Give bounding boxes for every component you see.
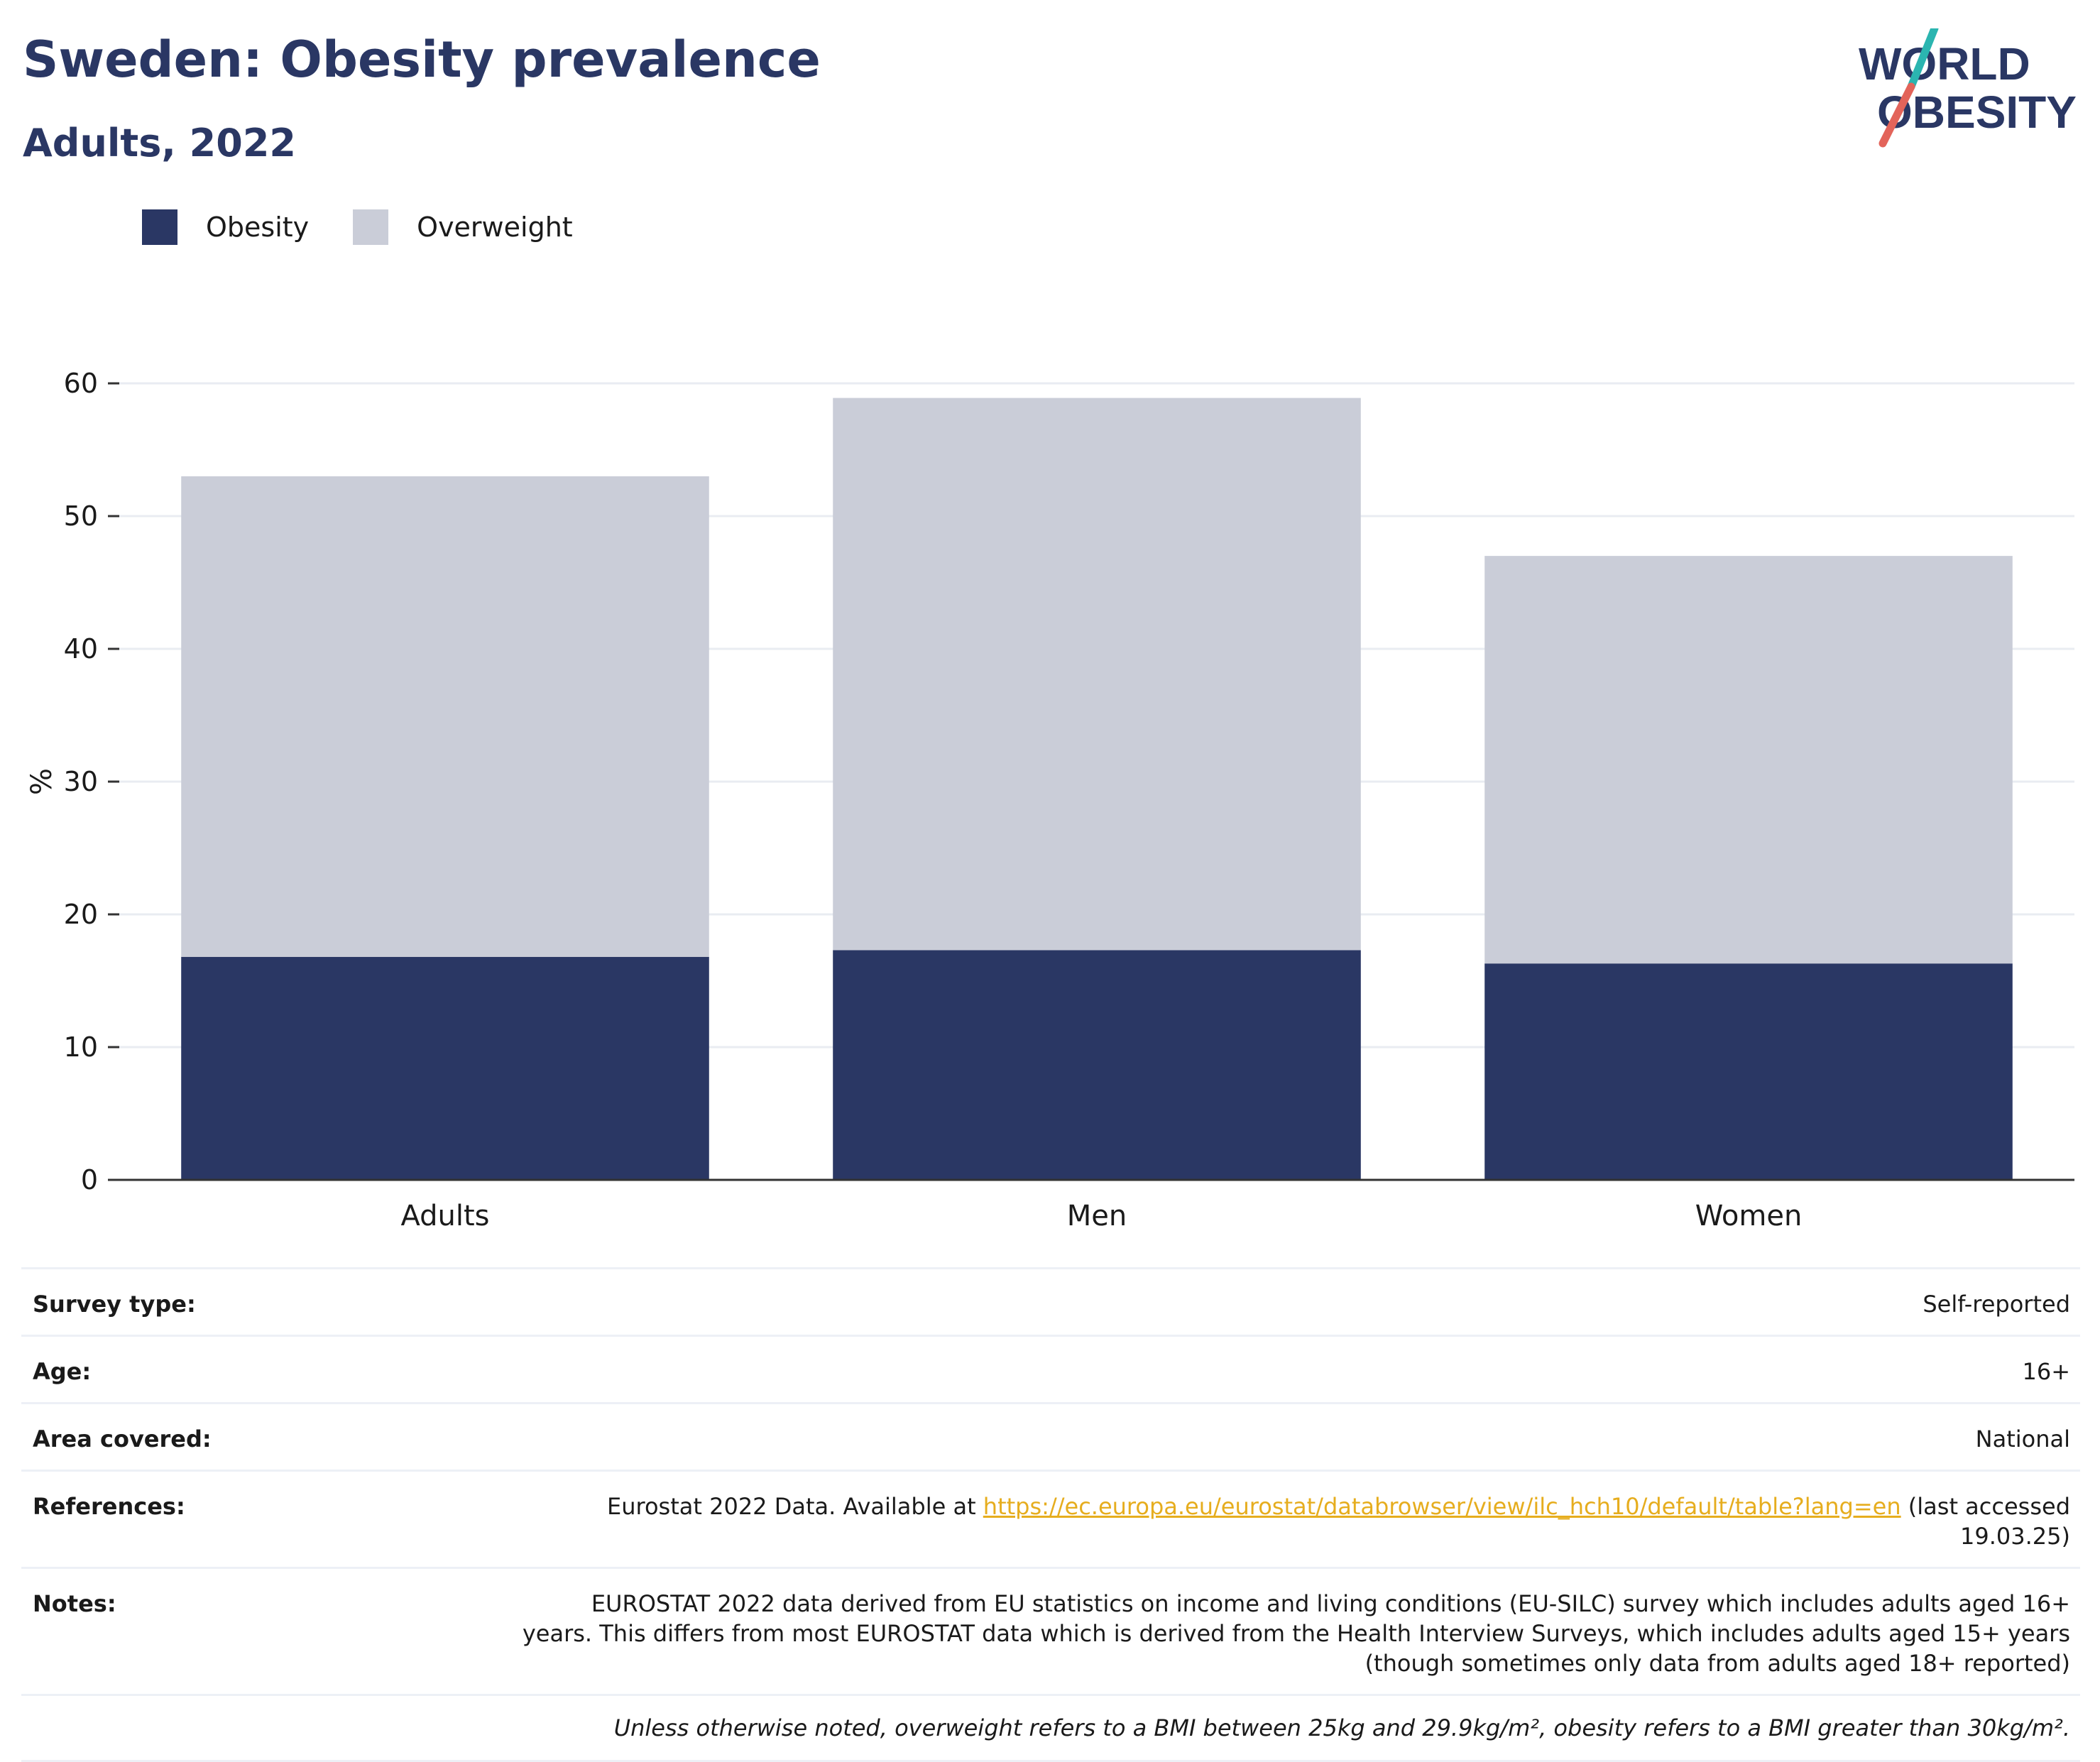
legend-swatch-overweight: [353, 209, 389, 245]
legend-item-overweight: Overweight: [353, 209, 573, 245]
legend-item-obesity: Obesity: [142, 209, 309, 245]
x-tick-label-adults: Adults: [400, 1200, 489, 1232]
y-tick-label-30: 30: [64, 766, 98, 797]
chart-title: Sweden: Obesity prevalence: [23, 31, 821, 89]
y-axis-label: %: [26, 768, 58, 795]
bar-overweight-men[interactable]: [833, 398, 1361, 951]
survey-type-label: Survey type:: [33, 1291, 196, 1318]
notes-value: EUROSTAT 2022 data derived from EU stati…: [523, 1589, 2070, 1678]
references-prefix: Eurostat 2022 Data. Available at: [607, 1493, 983, 1520]
references-label: References:: [33, 1493, 185, 1520]
age-value: 16+: [2022, 1358, 2070, 1385]
y-tick-label-0: 0: [81, 1164, 98, 1195]
references-suffix: (last accessed: [1901, 1493, 2070, 1520]
bmi-footnote: Unless otherwise noted, overweight refer…: [21, 1694, 2080, 1762]
info-table: Survey type: Self-reported Age: 16+ Area…: [21, 1267, 2080, 1762]
legend-label-overweight: Overweight: [417, 212, 573, 243]
references-value: Eurostat 2022 Data. Available at https:/…: [607, 1492, 2070, 1551]
logo-slash-top: [1907, 28, 1939, 91]
info-row-age: Age: 16+: [21, 1335, 2080, 1402]
bars: [181, 398, 2013, 1180]
y-tick-label-50: 50: [64, 500, 98, 532]
area-value: National: [1975, 1426, 2070, 1452]
stacked-bar-chart: 0 10 20 30 40 50 60 Adults Men Women%: [26, 368, 2074, 1232]
x-tick-label-men: Men: [1067, 1200, 1127, 1232]
notes-line-2: years. This differs from most EUROSTAT d…: [522, 1620, 2070, 1647]
legend-swatch-obesity: [142, 209, 177, 245]
x-tick-label-women: Women: [1695, 1200, 1803, 1232]
y-tick-label-60: 60: [64, 368, 98, 399]
logo-word-world: WORLD: [1859, 38, 2030, 89]
references-accessed-date: 19.03.25): [1960, 1523, 2070, 1550]
bar-obesity-women[interactable]: [1484, 963, 2013, 1180]
age-label: Age:: [33, 1358, 92, 1385]
bar-overweight-adults[interactable]: [181, 476, 709, 957]
chart-subtitle: Adults, 2022: [23, 121, 296, 165]
logo-slash-bottom: [1878, 82, 1915, 148]
legend-label-obesity: Obesity: [206, 212, 310, 243]
survey-type-value: Self-reported: [1923, 1291, 2070, 1318]
info-row-survey-type: Survey type: Self-reported: [21, 1267, 2080, 1335]
bar-obesity-men[interactable]: [833, 950, 1361, 1180]
info-row-area: Area covered: National: [21, 1402, 2080, 1470]
notes-line-3: (though sometimes only data from adults …: [1365, 1650, 2070, 1677]
y-tick-label-40: 40: [64, 633, 98, 664]
notes-line-1: EUROSTAT 2022 data derived from EU stati…: [591, 1590, 2070, 1617]
axes: 0 10 20 30 40 50 60 Adults Men Women%: [26, 368, 2074, 1232]
area-label: Area covered:: [33, 1426, 212, 1452]
references-link[interactable]: https://ec.europa.eu/eurostat/databrowse…: [983, 1493, 1901, 1520]
chart-legend: Obesity Overweight: [142, 209, 617, 245]
y-tick-label-20: 20: [64, 899, 98, 930]
bar-overweight-women[interactable]: [1484, 556, 2013, 964]
info-row-notes: Notes: EUROSTAT 2022 data derived from E…: [21, 1567, 2080, 1694]
bar-obesity-adults[interactable]: [181, 956, 709, 1180]
info-row-references: References: Eurostat 2022 Data. Availabl…: [21, 1470, 2080, 1567]
world-obesity-logo: WORLD OBESITY: [1859, 28, 2077, 148]
y-tick-label-10: 10: [64, 1032, 98, 1063]
notes-label: Notes:: [33, 1590, 116, 1617]
